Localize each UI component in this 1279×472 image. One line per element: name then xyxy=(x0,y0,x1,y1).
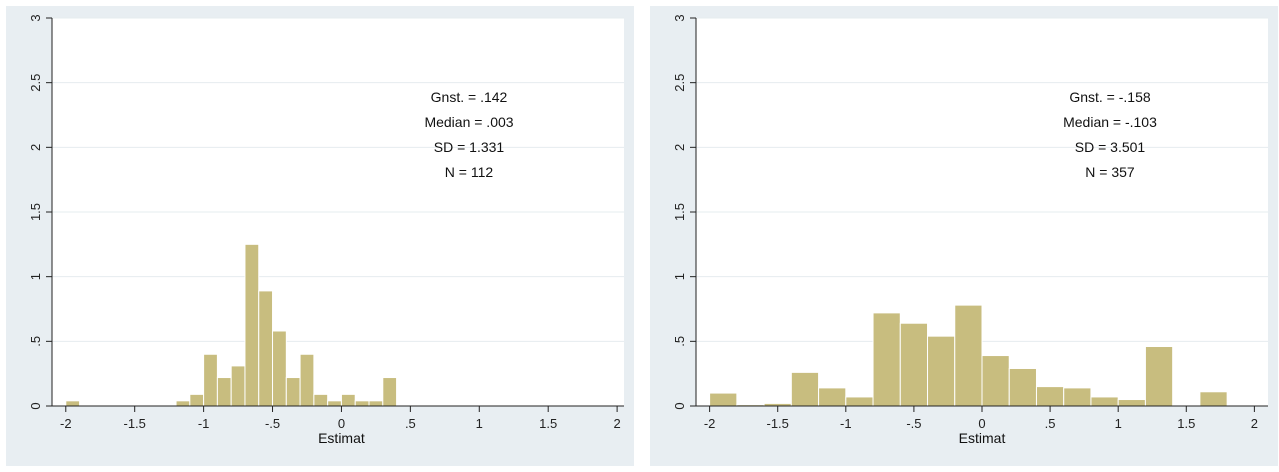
histogram-bar xyxy=(189,393,205,407)
x-tick-label: 1.5 xyxy=(1177,416,1195,431)
histogram-bar xyxy=(354,400,370,407)
histogram-bar xyxy=(1035,386,1065,407)
histogram-bar xyxy=(1090,396,1119,407)
stat-annotation: Gnst. = .142 xyxy=(431,89,508,105)
x-tick-label: -2 xyxy=(60,416,72,431)
histogram-bar xyxy=(790,371,820,407)
histogram-bar xyxy=(709,392,738,407)
histogram-bar xyxy=(818,387,847,407)
stat-annotation: Gnst. = -.158 xyxy=(1069,89,1151,105)
y-tick-label: 1 xyxy=(28,273,43,280)
x-tick-label: 1 xyxy=(476,416,483,431)
histogram-bar xyxy=(872,312,901,407)
histogram-bar xyxy=(230,365,246,407)
histogram-bar xyxy=(244,243,260,407)
histogram-right-svg: 0 .5 1 1.5 2 2.5 3 -2 -1.5 -1 -.5 0 .5 1 1.5 2 Estimat Gn… xyxy=(672,14,1268,446)
x-tick-label: 2 xyxy=(613,416,620,431)
x-tick-label: -.5 xyxy=(906,416,921,431)
x-tick-label: 1.5 xyxy=(539,416,557,431)
x-tick-label: 2 xyxy=(1251,416,1258,431)
histogram-bar xyxy=(1008,367,1037,407)
histogram-bar xyxy=(899,322,929,407)
histogram-bar xyxy=(216,377,232,407)
histogram-bar xyxy=(981,355,1010,407)
x-tick-label: .5 xyxy=(1045,416,1056,431)
y-tick-label: .5 xyxy=(28,336,43,347)
stat-annotation: SD = 1.331 xyxy=(434,139,505,155)
histogram-bar xyxy=(340,393,356,407)
histogram-bar xyxy=(1063,387,1092,407)
y-tick-label: 1.5 xyxy=(28,203,43,221)
x-tick-label: -.5 xyxy=(265,416,280,431)
histogram-bar xyxy=(382,377,398,407)
histogram-bar xyxy=(285,377,301,407)
histogram-bar xyxy=(175,400,191,407)
histogram-bar xyxy=(368,400,384,407)
histogram-bar xyxy=(845,396,874,407)
stat-annotation: Median = -.103 xyxy=(1063,114,1157,130)
histogram-bar xyxy=(1199,391,1228,407)
y-tick-label: 2.5 xyxy=(672,74,687,92)
y-tick-label: 1.5 xyxy=(672,203,687,221)
x-tick-label: 0 xyxy=(978,416,985,431)
x-tick-label: -1.5 xyxy=(123,416,145,431)
histogram-bar xyxy=(65,400,81,407)
x-tick-label: -1.5 xyxy=(767,416,789,431)
x-axis-label: Estimat xyxy=(318,430,365,446)
x-tick-label: .5 xyxy=(405,416,416,431)
y-tick-label: 2 xyxy=(28,144,43,151)
x-tick-label: -1 xyxy=(198,416,210,431)
y-tick-label: 0 xyxy=(672,402,687,409)
y-tick-label: 1 xyxy=(672,273,687,280)
y-tick-label: 3 xyxy=(672,14,687,21)
histogram-panel-right: 0 .5 1 1.5 2 2.5 3 -2 -1.5 -1 -.5 0 .5 1 1.5 2 Estimat Gn… xyxy=(650,6,1278,466)
y-tick-label: 0 xyxy=(28,402,43,409)
histogram-bar xyxy=(203,353,218,407)
x-axis-label: Estimat xyxy=(959,430,1006,446)
stat-annotation: Median = .003 xyxy=(424,114,513,130)
stat-annotation: SD = 3.501 xyxy=(1075,139,1146,155)
x-tick-label: 0 xyxy=(338,416,345,431)
x-tick-label: -1 xyxy=(840,416,852,431)
histogram-bar xyxy=(1117,399,1146,407)
histogram-bar xyxy=(258,290,274,407)
histogram-bar xyxy=(299,353,315,407)
x-tick-label: -2 xyxy=(704,416,716,431)
y-tick-label: .5 xyxy=(672,336,687,347)
stat-annotation: N = 112 xyxy=(445,164,494,180)
histogram-bar xyxy=(272,330,287,407)
y-tick-label: 2.5 xyxy=(28,74,43,92)
x-tick-label: 1 xyxy=(1115,416,1122,431)
histogram-bar xyxy=(327,400,342,407)
histogram-panel-left: 0 .5 1 1.5 2 2.5 3 -2 -1.5 -1 -.5 0 .5 1 1.5 2 Estimat Gn… xyxy=(6,6,634,466)
histogram-left-svg: 0 .5 1 1.5 2 2.5 3 -2 -1.5 -1 -.5 0 .5 1 1.5 2 Estimat Gn… xyxy=(28,14,624,446)
histogram-bar xyxy=(313,393,329,407)
histogram-bar xyxy=(954,304,983,407)
stat-annotation: N = 357 xyxy=(1085,164,1135,180)
y-tick-label: 2 xyxy=(672,144,687,151)
y-tick-label: 3 xyxy=(28,14,43,21)
histogram-bar xyxy=(1144,346,1174,407)
histogram-bar xyxy=(927,335,956,407)
